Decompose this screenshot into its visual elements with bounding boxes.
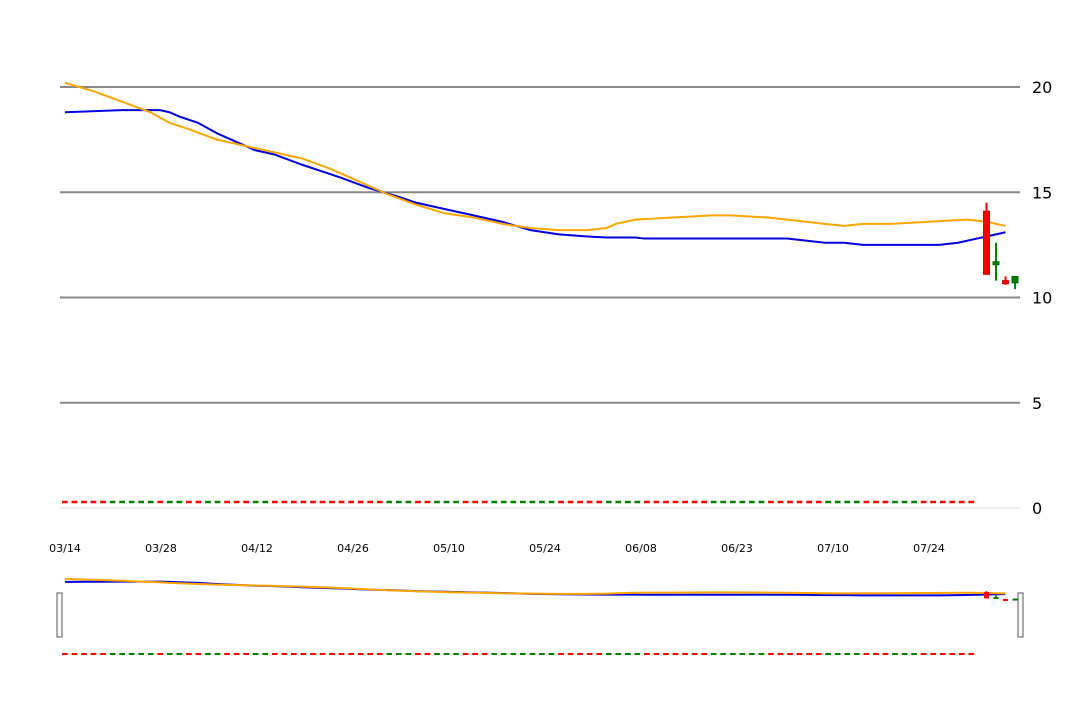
x-tick-label: 07/10 bbox=[817, 542, 849, 555]
y-tick-label: 10 bbox=[1032, 289, 1052, 308]
candle-body bbox=[983, 210, 990, 275]
x-tick-label: 03/28 bbox=[145, 542, 177, 555]
candle-body bbox=[1011, 275, 1019, 284]
navigator-series-line-2 bbox=[64, 577, 1006, 595]
x-tick-label: 06/08 bbox=[625, 542, 657, 555]
candle-body bbox=[992, 261, 1000, 266]
candle-body bbox=[1002, 280, 1009, 285]
x-tick-label: 07/24 bbox=[913, 542, 945, 555]
candlesticks bbox=[983, 202, 1019, 290]
range-navigator[interactable] bbox=[56, 577, 1024, 655]
y-axis-labels: 0 5 10 15 20 bbox=[1032, 78, 1052, 518]
x-tick-label: 03/14 bbox=[49, 542, 81, 555]
series-line-2 bbox=[64, 81, 1006, 232]
navigator-left-handle bbox=[56, 592, 63, 638]
x-axis-date-labels: 03/14 03/28 04/12 04/26 05/10 05/24 06/08 06/23… bbox=[49, 542, 945, 555]
y-tick-label: 20 bbox=[1032, 78, 1052, 97]
y-tick-label: 15 bbox=[1032, 183, 1052, 202]
navigator-candle-body bbox=[993, 597, 999, 600]
x-tick-label: 06/23 bbox=[721, 542, 753, 555]
series-line-1 bbox=[64, 109, 1006, 246]
navigator-candle-body bbox=[984, 591, 989, 599]
y-tick-label: 5 bbox=[1032, 394, 1042, 413]
x-tick-label: 05/24 bbox=[529, 542, 561, 555]
y-tick-label: 0 bbox=[1032, 499, 1042, 518]
x-tick-label: 04/26 bbox=[337, 542, 369, 555]
navigator-candle-body bbox=[1012, 598, 1018, 601]
x-tick-label: 05/10 bbox=[433, 542, 465, 555]
moving-average-lines bbox=[64, 81, 1006, 246]
navigator-right-handle bbox=[1017, 592, 1024, 638]
navigator-candle-body bbox=[1003, 599, 1008, 601]
x-tick-label: 04/12 bbox=[241, 542, 273, 555]
horizontal-gridlines bbox=[60, 86, 1020, 509]
